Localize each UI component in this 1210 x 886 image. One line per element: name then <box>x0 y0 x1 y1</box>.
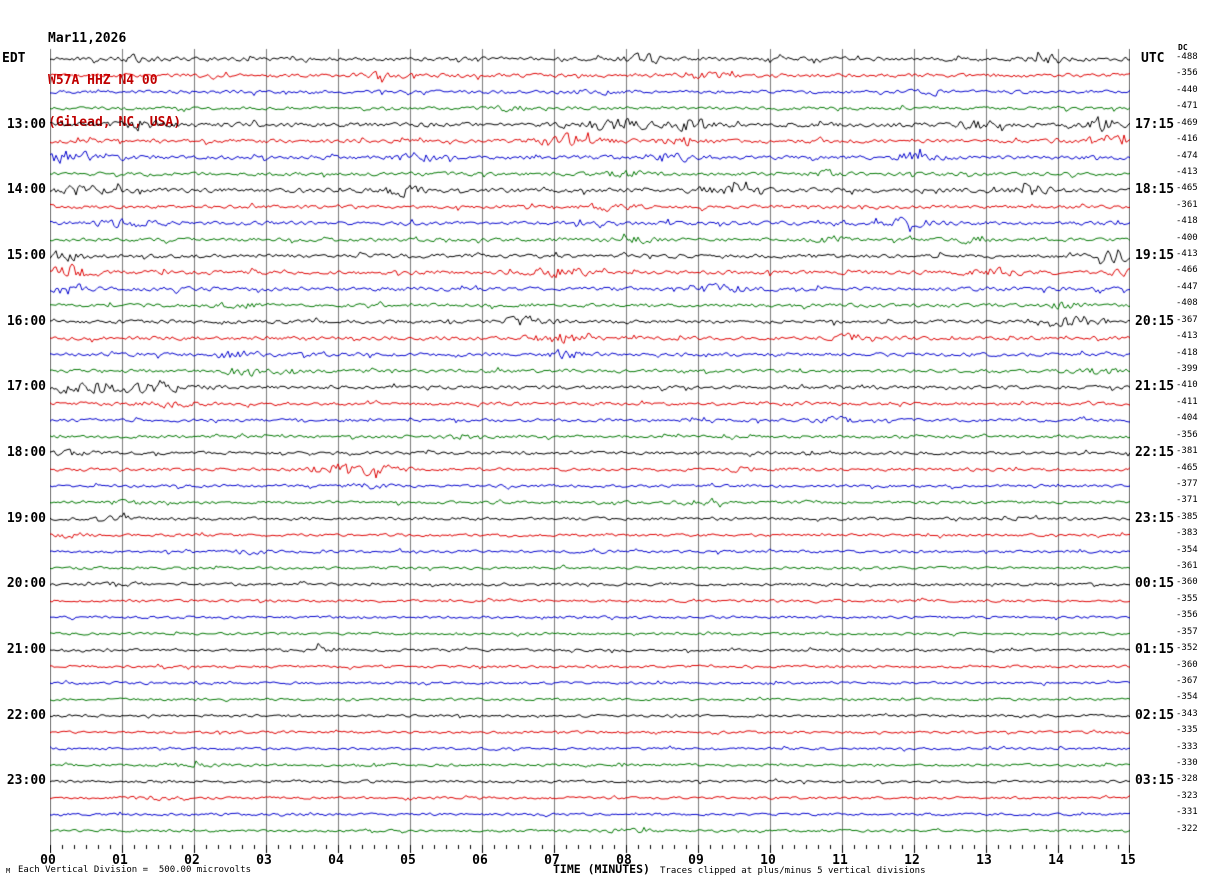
dc-offset-value: -356 <box>1176 610 1198 621</box>
x-axis-tick-label: 14 <box>1048 853 1064 868</box>
dc-offset-value: -352 <box>1176 643 1198 654</box>
dc-offset-value: -361 <box>1176 199 1198 210</box>
dc-offset-value: -360 <box>1176 659 1198 670</box>
x-axis-tick-label: 01 <box>112 853 128 868</box>
dc-offset-value: -399 <box>1176 363 1198 374</box>
dc-offset-value: -469 <box>1176 117 1198 128</box>
edt-hour-label: 17:00 <box>6 379 46 395</box>
dc-offset-value: -356 <box>1176 429 1198 440</box>
utc-hour-label: 23:15 <box>1135 510 1175 526</box>
edt-hour-label: 15:00 <box>6 248 46 264</box>
x-axis-tick-label: 00 <box>40 853 56 868</box>
edt-hour-label: 13:00 <box>6 116 46 132</box>
utc-hour-label: 03:15 <box>1135 773 1175 789</box>
dc-offset-value: -367 <box>1176 675 1198 686</box>
dc-offset-value: -404 <box>1176 413 1198 424</box>
x-axis-tick-label: 04 <box>328 853 344 868</box>
dc-offset-value: -330 <box>1176 758 1198 769</box>
dc-offset-value: -413 <box>1176 249 1198 260</box>
edt-hour-label: 14:00 <box>6 182 46 198</box>
dc-offset-value: -465 <box>1176 183 1198 194</box>
dc-offset-value: -323 <box>1176 790 1198 801</box>
dc-offset-value: -413 <box>1176 166 1198 177</box>
dc-offset-value: -333 <box>1176 741 1198 752</box>
edt-hour-label: 19:00 <box>6 510 46 526</box>
x-axis-tick-label: 03 <box>256 853 272 868</box>
utc-hour-label: 21:15 <box>1135 379 1175 395</box>
x-axis-title: TIME (MINUTES) <box>553 862 650 876</box>
left-timezone-label: EDT <box>2 51 26 66</box>
dc-offset-value: -377 <box>1176 478 1198 489</box>
dc-offset-value: -471 <box>1176 101 1198 112</box>
dc-offset-value: -411 <box>1176 396 1198 407</box>
dc-offset-value: -322 <box>1176 823 1198 834</box>
utc-hour-label: 01:15 <box>1135 642 1175 658</box>
dc-offset-value: -474 <box>1176 150 1198 161</box>
x-axis-tick-label: 02 <box>184 853 200 868</box>
dc-offset-value: -331 <box>1176 807 1198 818</box>
seismogram-plot <box>50 48 1130 856</box>
dc-column-header: DC <box>1178 43 1188 52</box>
dc-offset-value: -383 <box>1176 528 1198 539</box>
edt-hour-label: 20:00 <box>6 576 46 592</box>
utc-hour-label: 18:15 <box>1135 182 1175 198</box>
x-axis-tick-label: 11 <box>832 853 848 868</box>
dc-offset-value: -328 <box>1176 774 1198 785</box>
utc-hour-label: 00:15 <box>1135 576 1175 592</box>
right-timezone-label: UTC <box>1141 51 1165 66</box>
vertical-division-note: Each Vertical Division = 500.00 microvol… <box>18 865 251 875</box>
clipping-note: Traces clipped at plus/minus 5 vertical … <box>660 866 926 876</box>
dc-offset-value: -371 <box>1176 495 1198 506</box>
dc-offset-value: -357 <box>1176 626 1198 637</box>
dc-offset-value: -343 <box>1176 708 1198 719</box>
dc-offset-value: -413 <box>1176 331 1198 342</box>
x-axis-tick-label: 12 <box>904 853 920 868</box>
dc-offset-value: -381 <box>1176 446 1198 457</box>
dc-offset-value: -465 <box>1176 462 1198 473</box>
dc-offset-value: -447 <box>1176 281 1198 292</box>
corner-mark: M <box>6 867 11 875</box>
dc-offset-value: -385 <box>1176 511 1198 522</box>
dc-offset-value: -335 <box>1176 725 1198 736</box>
x-axis-tick-label: 08 <box>616 853 632 868</box>
edt-hour-label: 21:00 <box>6 642 46 658</box>
utc-hour-label: 20:15 <box>1135 313 1175 329</box>
edt-hour-label: 18:00 <box>6 445 46 461</box>
dc-offset-value: -488 <box>1176 52 1198 62</box>
dc-offset-value: -354 <box>1176 692 1198 703</box>
edt-hour-label: 23:00 <box>6 773 46 789</box>
dc-offset-value: -440 <box>1176 84 1198 95</box>
edt-hour-label: 16:00 <box>6 313 46 329</box>
dc-offset-value: -356 <box>1176 68 1198 79</box>
dc-offset-value: -466 <box>1176 265 1198 276</box>
title-date: Mar11,2026 <box>48 31 127 46</box>
dc-offset-value: -418 <box>1176 347 1198 358</box>
x-axis-tick-label: 09 <box>688 853 704 868</box>
x-axis-tick-label: 10 <box>760 853 776 868</box>
dc-offset-value: -354 <box>1176 544 1198 555</box>
dc-offset-value: -416 <box>1176 134 1198 145</box>
utc-hour-label: 17:15 <box>1135 116 1175 132</box>
dc-offset-value: -360 <box>1176 577 1198 588</box>
dc-offset-value: -355 <box>1176 593 1198 604</box>
dc-offset-value: -367 <box>1176 314 1198 325</box>
dc-offset-value: -410 <box>1176 380 1198 391</box>
utc-hour-label: 22:15 <box>1135 445 1175 461</box>
x-axis-tick-label: 07 <box>544 853 560 868</box>
dc-offset-value: -400 <box>1176 232 1198 243</box>
x-axis-tick-label: 06 <box>472 853 488 868</box>
x-axis-tick-label: 05 <box>400 853 416 868</box>
utc-hour-label: 19:15 <box>1135 248 1175 264</box>
utc-hour-label: 02:15 <box>1135 707 1175 723</box>
x-axis-tick-label: 15 <box>1120 853 1136 868</box>
dc-offset-value: -418 <box>1176 216 1198 227</box>
edt-hour-label: 22:00 <box>6 707 46 723</box>
x-axis-tick-label: 13 <box>976 853 992 868</box>
dc-offset-value: -361 <box>1176 561 1198 572</box>
dc-offset-value: -408 <box>1176 298 1198 309</box>
